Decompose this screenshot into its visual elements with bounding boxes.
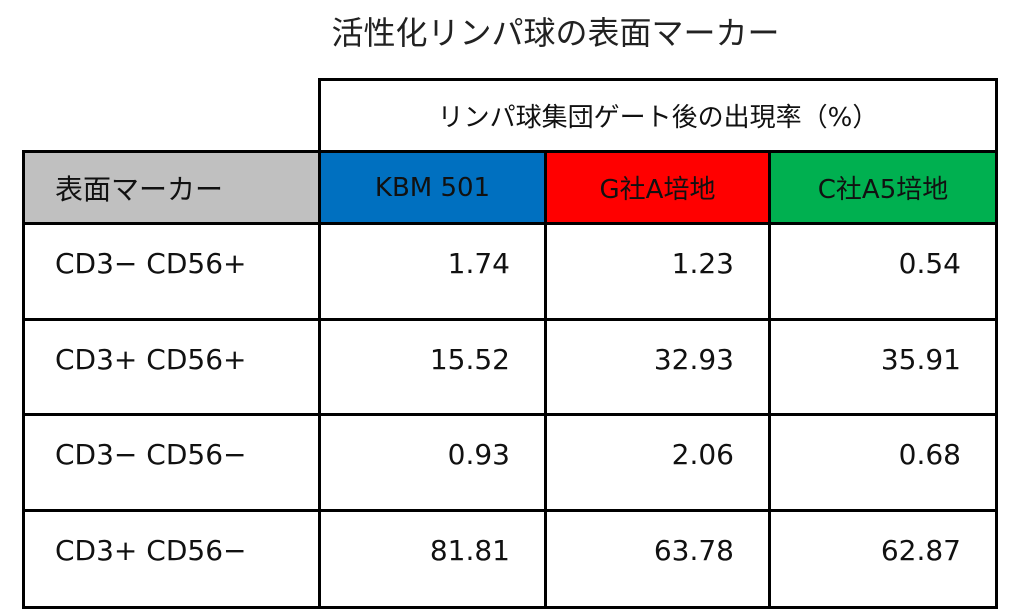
value-cell: 81.81 [318,509,547,609]
value-cell: 32.93 [544,318,771,416]
value-cell: 15.52 [318,318,547,416]
group-header: リンパ球集団ゲート後の出現率（%） [318,78,998,153]
value-cell: 1.23 [544,222,771,321]
value-cell: 62.87 [768,509,998,609]
title: 活性化リンパ球の表面マーカー [331,14,780,52]
value-cell: 0.68 [768,413,998,512]
value-cell: 0.93 [318,413,547,512]
row-label: CD3+ CD56− [22,509,321,609]
value-cell: 63.78 [544,509,771,609]
column-header: G社A培地 [544,150,771,225]
column-header: 表面マーカー [22,150,321,225]
row-label: CD3− CD56− [22,413,321,512]
row-label: CD3+ CD56+ [22,318,321,416]
value-cell: 1.74 [318,222,547,321]
value-cell: 0.54 [768,222,998,321]
column-header: KBM 501 [318,150,547,225]
value-cell: 35.91 [768,318,998,416]
value-cell: 2.06 [544,413,771,512]
row-label: CD3− CD56+ [22,222,321,321]
column-header: C社A5培地 [768,150,998,225]
